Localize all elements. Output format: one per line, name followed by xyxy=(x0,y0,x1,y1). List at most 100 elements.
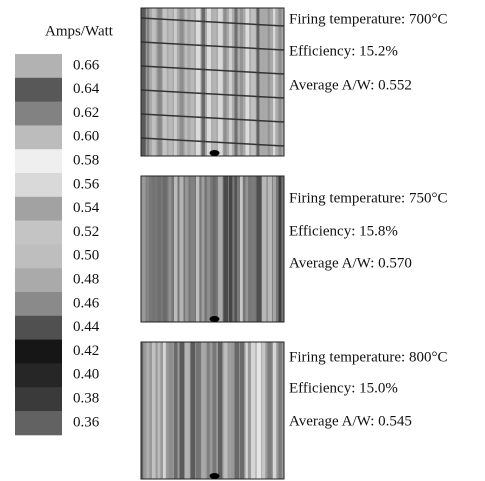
legend-label: 0.66 xyxy=(73,57,100,73)
panel-text: Firing temperature: 800°C xyxy=(289,349,447,365)
legend-swatch xyxy=(15,339,62,364)
cell-stripe xyxy=(157,176,161,322)
legend-label: 0.54 xyxy=(73,200,100,216)
legend-swatch xyxy=(15,220,62,245)
cell-stripe xyxy=(267,342,272,479)
legend-swatch xyxy=(15,292,62,317)
cell-stripe xyxy=(168,8,173,156)
cell-stripe xyxy=(168,342,174,479)
cell-contact xyxy=(209,150,220,156)
legend-label: 0.52 xyxy=(73,224,99,240)
cell-contact xyxy=(209,473,220,479)
panel-text: Efficiency: 15.8% xyxy=(289,223,398,239)
legend-label: 0.38 xyxy=(73,391,99,407)
legend-swatch xyxy=(15,387,62,412)
cell-stripe xyxy=(196,342,201,479)
cell-image xyxy=(140,341,285,480)
legend-label: 0.64 xyxy=(73,81,100,97)
panel-text: Efficiency: 15.0% xyxy=(289,380,398,396)
legend-swatch xyxy=(15,173,62,198)
cell-stripe xyxy=(273,8,276,156)
cell-stripe xyxy=(245,8,250,156)
cell-stripe xyxy=(256,8,260,156)
cell-stripe xyxy=(234,342,240,479)
cell-stripe xyxy=(251,8,256,156)
legend-swatch xyxy=(15,54,62,79)
cell-stripe xyxy=(179,176,184,322)
cell-border xyxy=(140,341,285,480)
cell-stripe xyxy=(245,342,248,479)
panel-text: Average A/W: 0.570 xyxy=(289,255,412,271)
legend-swatch xyxy=(15,315,62,341)
cell-stripe xyxy=(157,342,161,479)
legend-label: 0.46 xyxy=(73,295,100,311)
cell-stripe xyxy=(229,342,232,479)
legend-label: 0.50 xyxy=(73,248,99,264)
cell-stripe xyxy=(212,342,217,479)
legend-label: 0.42 xyxy=(73,343,99,359)
cell-stripe xyxy=(152,342,156,479)
cell-border xyxy=(140,7,285,157)
cell-gridline xyxy=(140,17,285,27)
cell-stripe xyxy=(234,8,238,156)
cell-stripe xyxy=(185,8,188,156)
cell-stripe xyxy=(146,342,150,479)
cell-stripe xyxy=(240,8,244,156)
cell-stripe xyxy=(278,8,282,156)
panel-text: Average A/W: 0.552 xyxy=(289,77,412,93)
cell-stripe xyxy=(212,176,216,322)
legend-label: 0.40 xyxy=(73,367,99,383)
cell-stripe xyxy=(229,176,233,322)
cell-gridline xyxy=(140,113,285,123)
legend-label: 0.58 xyxy=(73,153,99,169)
cell-gridline xyxy=(140,65,285,75)
cell-stripe xyxy=(223,176,228,322)
cell-stripe xyxy=(174,176,178,322)
cell-stripe xyxy=(207,176,211,322)
cell-stripe xyxy=(163,342,166,479)
cell-stripe xyxy=(168,176,172,322)
cell-stripe xyxy=(273,342,277,479)
cell-stripe xyxy=(185,342,190,479)
cell-stripe xyxy=(207,8,212,156)
legend-title: Amps/Watt xyxy=(45,23,114,39)
cell-stripe xyxy=(141,342,144,479)
cell-stripe xyxy=(278,342,282,479)
cell-stripe xyxy=(267,176,273,322)
cell-stripe xyxy=(223,8,227,156)
cell-stripe xyxy=(240,342,245,479)
legend-swatch xyxy=(15,363,62,388)
legend-label: 0.44 xyxy=(73,319,100,335)
legend-swatch xyxy=(15,149,62,174)
cell-stripe xyxy=(278,176,282,322)
cell-stripe xyxy=(218,8,223,156)
colorbar: 0.66 0.64 0.62 0.60 0.58 0.56 0.54 0.52 0.50 0.48… xyxy=(15,54,100,436)
cell-border xyxy=(140,175,285,323)
cell-stripe xyxy=(174,8,177,156)
cell-stripe xyxy=(251,176,255,322)
cell-stripe xyxy=(251,342,256,479)
cell-stripe xyxy=(179,342,185,479)
cell-stripe xyxy=(185,176,189,322)
cell-stripe xyxy=(152,8,156,156)
cell-stripe xyxy=(262,342,266,479)
legend-label: 0.36 xyxy=(73,414,100,430)
cell-stripe xyxy=(190,342,196,479)
cell-stripe xyxy=(229,8,233,156)
cell-stripe xyxy=(146,8,150,156)
legend-swatch xyxy=(15,268,62,293)
legend-swatch xyxy=(15,125,62,150)
cell-stripe xyxy=(190,8,194,156)
cell-stripe xyxy=(267,8,271,156)
cell-stripe xyxy=(240,176,243,322)
panel-text: Firing temperature: 750°C xyxy=(289,190,447,206)
cell-gridline xyxy=(140,137,285,147)
cell-stripe xyxy=(141,176,146,322)
cell-stripe xyxy=(196,8,201,156)
cell-stripe xyxy=(273,176,276,322)
cell-stripe xyxy=(245,176,249,322)
cell-image xyxy=(140,175,285,323)
cell-contact xyxy=(209,316,220,322)
cell-stripe xyxy=(174,342,178,479)
